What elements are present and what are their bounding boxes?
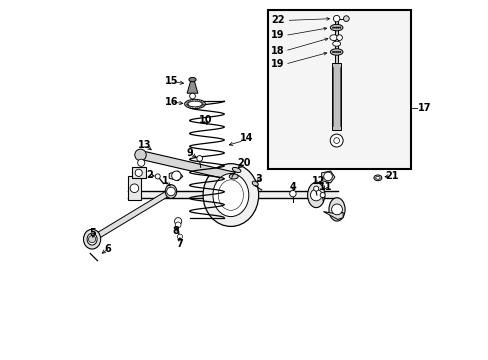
Circle shape (130, 184, 139, 193)
Polygon shape (323, 212, 343, 220)
Text: 21: 21 (384, 171, 397, 181)
Circle shape (137, 159, 144, 166)
Circle shape (332, 51, 333, 53)
Text: 15: 15 (165, 76, 179, 86)
Text: 11: 11 (318, 182, 332, 192)
Text: 14: 14 (239, 134, 252, 143)
Ellipse shape (188, 77, 196, 82)
Circle shape (335, 51, 337, 53)
Ellipse shape (252, 181, 258, 186)
Text: 19: 19 (271, 31, 285, 40)
Circle shape (174, 218, 182, 225)
Polygon shape (139, 151, 234, 181)
Text: 10: 10 (199, 115, 212, 125)
Ellipse shape (328, 198, 345, 221)
Ellipse shape (332, 41, 340, 46)
Ellipse shape (83, 229, 101, 249)
Circle shape (320, 193, 325, 198)
Circle shape (166, 187, 175, 196)
Circle shape (335, 27, 337, 28)
Circle shape (196, 156, 202, 161)
Ellipse shape (165, 185, 176, 198)
Circle shape (171, 171, 181, 180)
Ellipse shape (329, 35, 337, 41)
Bar (334, 17, 338, 63)
Circle shape (343, 16, 348, 22)
Circle shape (337, 27, 339, 28)
Circle shape (333, 27, 335, 28)
Text: 12: 12 (311, 176, 325, 186)
Polygon shape (187, 81, 198, 93)
Ellipse shape (373, 175, 381, 181)
Circle shape (339, 27, 340, 28)
Text: 7: 7 (176, 239, 183, 249)
Bar (267, 10, 410, 169)
Text: 16: 16 (164, 97, 178, 107)
Text: 8: 8 (172, 226, 179, 236)
Text: 9: 9 (186, 148, 193, 158)
Ellipse shape (184, 99, 205, 109)
Ellipse shape (375, 176, 379, 179)
Ellipse shape (229, 174, 238, 179)
Circle shape (175, 222, 181, 228)
Text: 22: 22 (271, 15, 285, 26)
Circle shape (333, 15, 339, 22)
Circle shape (135, 149, 146, 161)
Bar (331, 63, 341, 130)
Ellipse shape (187, 101, 202, 107)
Circle shape (177, 234, 182, 239)
Bar (131, 167, 145, 178)
Bar (128, 191, 337, 198)
Circle shape (337, 51, 339, 53)
Circle shape (310, 189, 321, 201)
Ellipse shape (336, 35, 342, 41)
Circle shape (189, 93, 195, 99)
Circle shape (333, 51, 335, 53)
Ellipse shape (203, 164, 258, 226)
Text: 13: 13 (138, 140, 151, 150)
Circle shape (329, 134, 343, 147)
Ellipse shape (307, 183, 324, 208)
Circle shape (135, 169, 142, 176)
Circle shape (339, 51, 340, 53)
Text: 1: 1 (161, 176, 168, 186)
Text: 6: 6 (104, 244, 111, 254)
Text: 3: 3 (255, 174, 262, 184)
Polygon shape (321, 171, 334, 183)
Ellipse shape (212, 174, 248, 217)
Polygon shape (169, 171, 183, 181)
Text: 19: 19 (271, 59, 285, 69)
Circle shape (88, 235, 96, 243)
Ellipse shape (232, 167, 241, 172)
Circle shape (155, 174, 160, 179)
Circle shape (313, 186, 318, 191)
Ellipse shape (330, 24, 342, 31)
Circle shape (323, 172, 332, 181)
Bar (128, 176, 140, 200)
Text: 20: 20 (237, 158, 250, 168)
Circle shape (289, 190, 296, 197)
Text: 18: 18 (271, 46, 285, 56)
Polygon shape (90, 189, 172, 242)
Text: 17: 17 (418, 103, 431, 113)
Text: 4: 4 (289, 182, 296, 192)
Text: 2: 2 (146, 170, 153, 180)
Circle shape (331, 204, 342, 215)
Text: 5: 5 (89, 228, 96, 238)
Ellipse shape (330, 49, 342, 55)
Circle shape (332, 27, 333, 28)
Ellipse shape (87, 233, 97, 245)
